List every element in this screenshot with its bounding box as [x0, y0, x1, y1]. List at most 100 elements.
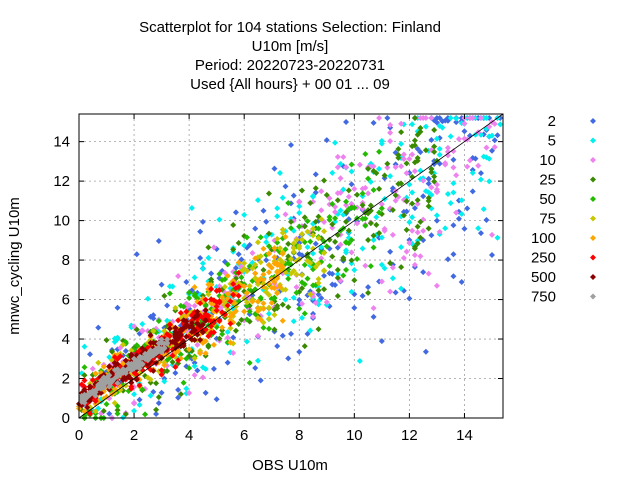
data-point: [442, 225, 449, 232]
data-point: [337, 175, 344, 182]
data-point: [100, 407, 107, 414]
data-point: [334, 274, 341, 281]
x-tick-label: 12: [401, 427, 418, 444]
data-point: [411, 245, 418, 252]
data-point: [334, 197, 341, 204]
data-point: [213, 396, 220, 403]
data-point: [288, 218, 294, 225]
data-point: [95, 359, 102, 366]
data-point: [81, 343, 88, 350]
data-point: [348, 168, 355, 175]
data-point: [87, 351, 94, 358]
data-point: [265, 250, 272, 257]
data-point: [433, 217, 440, 224]
data-point: [403, 170, 410, 177]
data-point: [290, 318, 297, 325]
data-point: [271, 326, 278, 333]
data-point: [334, 190, 341, 197]
data-point: [285, 304, 292, 311]
data-point: [249, 250, 256, 257]
data-point: [425, 194, 432, 201]
data-point: [343, 164, 350, 171]
data-point: [139, 345, 146, 352]
data-point: [95, 382, 102, 389]
data-point: [246, 308, 253, 315]
data-point: [378, 261, 385, 268]
data-point: [310, 245, 317, 252]
data-point: [232, 209, 239, 216]
data-point: [114, 407, 121, 414]
data-point: [150, 351, 157, 358]
data-point: [260, 267, 267, 274]
data-point: [252, 255, 259, 262]
data-point: [92, 392, 99, 399]
data-point: [84, 404, 91, 411]
legend-label: 2: [548, 113, 556, 130]
data-point: [254, 305, 261, 312]
data-point: [299, 230, 306, 237]
data-point: [254, 357, 261, 364]
data-point: [144, 353, 151, 360]
title-line: U10m [m/s]: [252, 38, 329, 55]
data-point: [318, 188, 325, 195]
data-point: [210, 244, 217, 251]
data-point: [414, 240, 421, 247]
data-point: [376, 185, 383, 192]
data-point: [282, 296, 289, 303]
data-point: [274, 269, 281, 276]
data-point: [290, 240, 297, 247]
data-point: [436, 145, 443, 152]
data-point: [241, 211, 248, 218]
data-point: [425, 203, 432, 210]
data-point: [414, 223, 421, 230]
data-point: [147, 379, 154, 386]
data-point: [477, 230, 484, 237]
data-point: [395, 145, 402, 152]
data-point: [464, 163, 471, 170]
data-point: [202, 302, 209, 309]
data-point: [400, 212, 407, 219]
data-point: [428, 114, 435, 121]
x-axis-ticks: 0 2 4 6 8 10 12 14: [75, 114, 473, 444]
data-point: [332, 208, 339, 215]
data-point: [216, 335, 223, 342]
data-point: [403, 208, 410, 215]
data-point: [403, 226, 410, 233]
data-point: [120, 341, 127, 348]
data-point: [312, 185, 319, 192]
data-point: [428, 137, 435, 144]
data-point: [172, 304, 179, 311]
data-point: [293, 289, 300, 296]
plot-border: [78, 113, 504, 419]
data-point: [254, 239, 261, 246]
data-point: [191, 372, 198, 379]
data-point: [89, 377, 96, 384]
data-point: [312, 189, 319, 196]
data-point: [254, 332, 261, 339]
data-point: [458, 210, 465, 217]
data-point: [414, 229, 421, 236]
data-point: [398, 285, 405, 292]
data-point: [106, 410, 113, 417]
data-point: [411, 252, 418, 259]
data-point: [315, 235, 322, 242]
data-point: [89, 388, 96, 395]
data-point: [114, 371, 121, 378]
data-point: [376, 165, 383, 172]
data-point: [315, 275, 322, 282]
data-point: [469, 169, 476, 176]
data-point: [387, 121, 394, 128]
data-point: [279, 229, 286, 236]
data-point: [403, 248, 410, 255]
data-point: [359, 190, 366, 197]
data-point: [323, 137, 330, 144]
data-point: [254, 197, 261, 204]
data-point: [464, 205, 471, 212]
data-point: [232, 265, 239, 272]
data-point: [486, 178, 493, 185]
data-point: [345, 205, 352, 212]
data-point: [199, 265, 206, 272]
data-point: [288, 141, 294, 148]
data-point: [389, 206, 396, 213]
